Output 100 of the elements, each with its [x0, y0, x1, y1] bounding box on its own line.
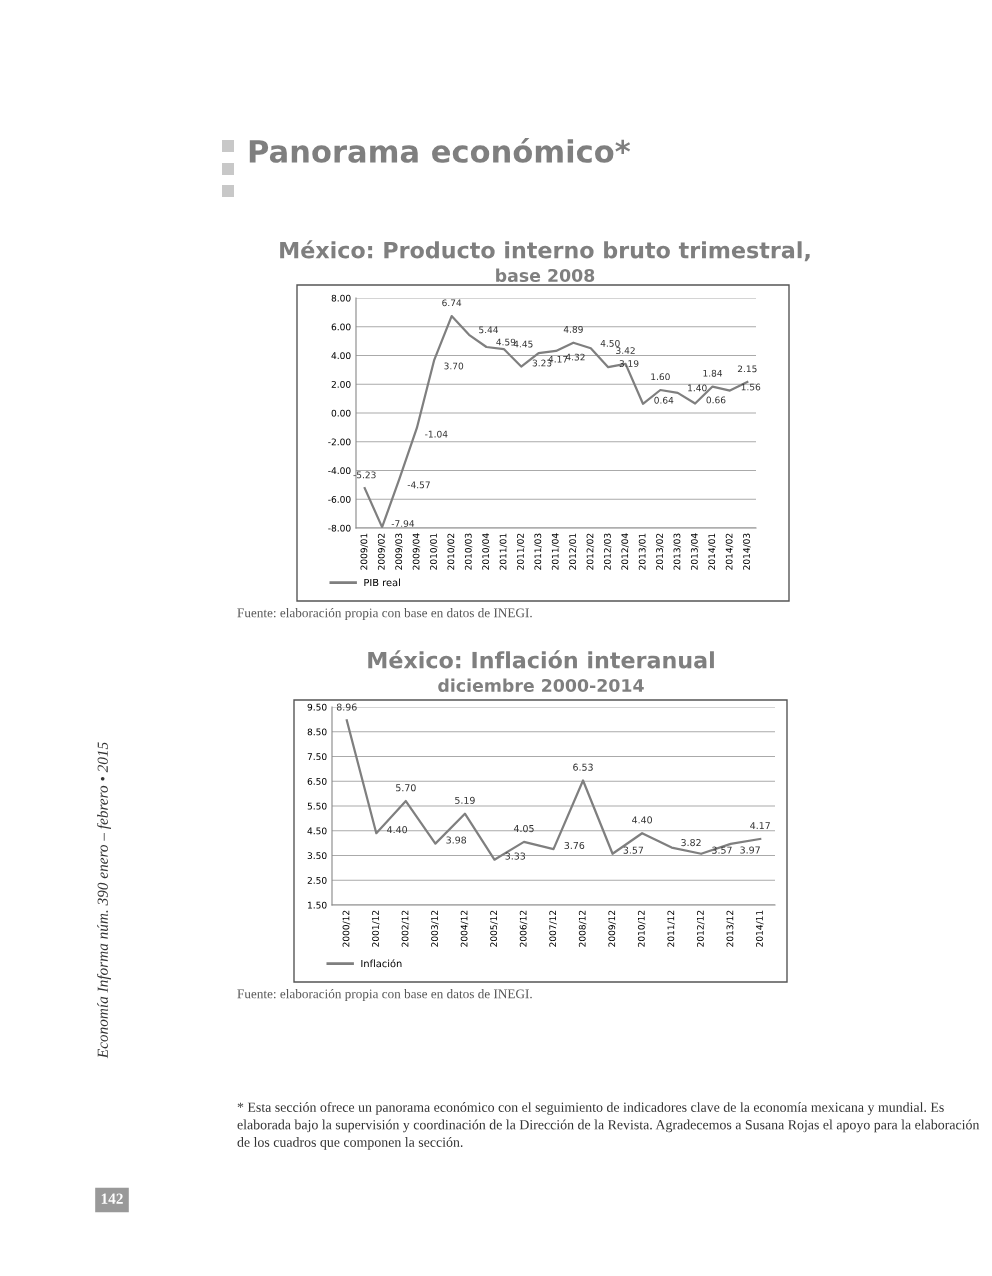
data-label: 5.19 — [455, 796, 475, 804]
y-tick-label: 7.50 — [307, 753, 327, 761]
data-label: 1.40 — [688, 384, 707, 392]
data-label: -5.23 — [353, 471, 376, 479]
x-tick-label: 2009/03 — [395, 533, 403, 570]
x-tick-label: 2011/03 — [534, 533, 542, 570]
x-tick-label: 2014/03 — [743, 533, 751, 570]
data-label: 5.70 — [396, 784, 416, 792]
legend-label: PIB real — [364, 578, 400, 587]
y-tick-label: 3.50 — [307, 852, 327, 860]
data-label: 3.82 — [681, 839, 701, 847]
text: Panorama económico* — [249, 137, 631, 163]
data-label: 8.96 — [336, 703, 357, 711]
y-tick-label: 5.50 — [307, 802, 327, 810]
x-tick-label: 2008/12 — [578, 910, 587, 947]
data-label: -4.57 — [407, 481, 430, 489]
x-tick-label: 2012/01 — [569, 533, 577, 570]
data-label: 0.64 — [654, 396, 674, 404]
x-tick-label: 2012/02 — [586, 533, 595, 570]
data-label: 3.33 — [505, 852, 526, 860]
data-label: 4.50 — [600, 339, 620, 347]
x-tick-label: 2013/01 — [638, 533, 647, 570]
x-tick-label: 2005/12 — [490, 910, 498, 947]
x-tick-label: 2014/11 — [756, 910, 764, 947]
x-tick-label: 2003/12 — [431, 910, 439, 947]
data-label: 4.89 — [563, 326, 583, 333]
x-tick-label: 2009/01 — [360, 533, 369, 570]
data-label: 0.66 — [706, 396, 726, 404]
x-tick-label: 2000/12 — [342, 910, 351, 947]
x-tick-label: 2010/02 — [447, 533, 455, 570]
x-tick-label: 2004/12 — [460, 910, 469, 947]
x-tick-label: 2007/12 — [549, 910, 557, 947]
y-tick-label: 4.50 — [307, 827, 327, 835]
x-tick-label: 2009/02 — [377, 533, 386, 570]
data-label: 3.97 — [740, 846, 760, 854]
legend-label: Inflación — [361, 959, 402, 968]
y-tick-label: 9.50 — [307, 703, 327, 711]
x-tick-label: 2012/04 — [621, 533, 629, 570]
y-tick-label: 6.00 — [331, 323, 351, 331]
x-tick-label: 2013/02 — [656, 533, 664, 570]
y-tick-label: 2.50 — [307, 876, 327, 884]
source-note: Fuente: elaboración propia con base en datos de INEGI. — [237, 989, 532, 1001]
x-tick-label: 2011/02 — [517, 533, 525, 570]
y-tick-label: 8.50 — [307, 728, 327, 736]
data-label: 6.74 — [442, 299, 462, 307]
y-tick-label: 2.00 — [331, 380, 351, 388]
data-label: 3.70 — [444, 362, 464, 370]
x-tick-label: 2009/04 — [412, 533, 421, 570]
data-label: 4.40 — [632, 816, 652, 824]
data-label: 3.19 — [619, 360, 639, 367]
x-tick-label: 2011/04 — [551, 533, 560, 570]
chart-title: México: Inflación interanual — [368, 650, 714, 669]
chart-subtitle: diciembre 2000-2014 — [438, 678, 644, 693]
data-label: -1.04 — [425, 430, 448, 438]
x-tick-label: 2010/04 — [482, 533, 490, 570]
chart-title: México: Producto interno bruto trimestral, — [280, 240, 810, 262]
data-label: 4.05 — [513, 824, 534, 833]
x-tick-label: 2014/02 — [725, 533, 734, 570]
y-tick-label: 8.00 — [331, 294, 351, 302]
x-tick-label: 2010/01 — [430, 533, 438, 570]
data-label: 1.56 — [741, 383, 761, 391]
data-label: 3.76 — [564, 841, 585, 850]
x-tick-label: 2013/03 — [673, 533, 682, 570]
x-tick-label: 2001/12 — [372, 910, 380, 947]
data-label: 4.17 — [750, 822, 770, 830]
text: * Esta sección ofrece un panorama económico con el seguimiento de indicadores clave de la economía mexicana y mundial. Es elaborada bajo la supervisión y coordinación de la Dirección de la Revista. Agradecemos a Susana Rojas el apoyo para la elaboración de los cuadros que componen la sección. — [237, 1102, 980, 1150]
y-tick-label: -8.00 — [328, 524, 351, 532]
x-tick-label: 2012/12 — [696, 910, 705, 947]
data-label: 4.40 — [387, 826, 408, 834]
data-label: 1.84 — [703, 369, 723, 377]
x-tick-label: 2002/12 — [401, 910, 410, 947]
data-label: 4.32 — [565, 353, 585, 361]
chart-subtitle: base 2008 — [496, 268, 595, 283]
data-label: 5.44 — [479, 326, 499, 334]
data-label: 3.42 — [616, 347, 635, 354]
x-tick-label: 2014/01 — [708, 533, 716, 570]
y-tick-label: 1.50 — [308, 901, 327, 909]
x-tick-label: 2011/12 — [667, 910, 675, 947]
x-tick-label: 2013/04 — [690, 533, 699, 570]
x-tick-label: 2011/01 — [499, 533, 508, 570]
x-tick-label: 2010/12 — [637, 910, 646, 947]
x-tick-label: 2006/12 — [519, 910, 528, 947]
y-tick-label: -6.00 — [328, 495, 351, 503]
data-label: 2.15 — [737, 365, 757, 373]
x-tick-label: 2009/12 — [608, 910, 616, 947]
text: Economía Informa núm. 390 enero – febrero • 2015 — [96, 742, 112, 1059]
data-label: 1.60 — [651, 373, 670, 381]
y-tick-label: 4.00 — [331, 352, 351, 360]
y-tick-label: -2.00 — [328, 438, 351, 446]
y-tick-label: 6.50 — [307, 777, 327, 785]
x-tick-label: 2013/12 — [726, 910, 735, 947]
data-label: 6.53 — [573, 763, 593, 771]
data-label: 3.57 — [712, 846, 732, 854]
source-note: Fuente: elaboración propia con base en datos de INEGI. — [237, 608, 532, 620]
data-label: 3.57 — [623, 846, 644, 854]
text: 142 — [101, 1193, 123, 1204]
data-label: -7.94 — [391, 520, 415, 527]
y-tick-label: -4.00 — [328, 467, 351, 475]
x-tick-label: 2012/03 — [603, 533, 612, 570]
x-tick-label: 2010/03 — [464, 533, 473, 570]
